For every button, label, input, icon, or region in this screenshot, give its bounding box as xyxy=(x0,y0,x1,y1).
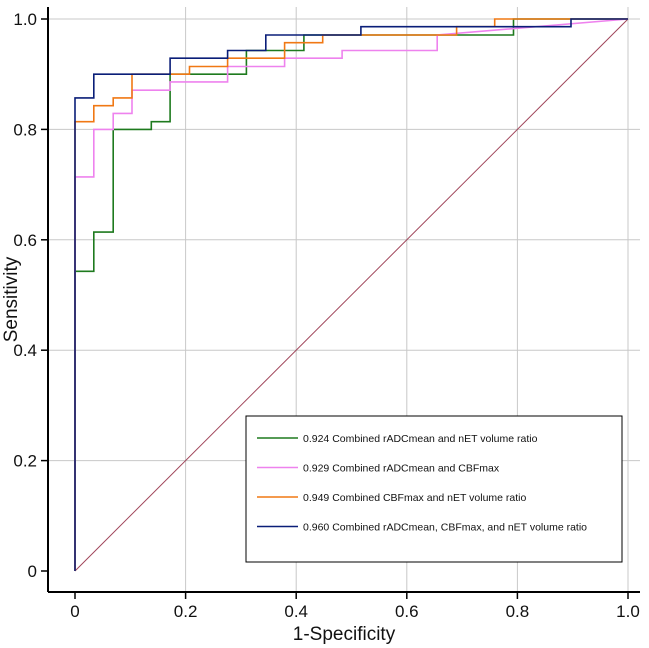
legend: 0.924 Combined rADCmean and nET volume r… xyxy=(245,415,623,563)
legend-entry-label: 0.960 Combined rADCmean, CBFmax, and nET… xyxy=(303,522,587,534)
y-tick-label: 0 xyxy=(28,562,37,581)
reference-diagonal-line xyxy=(74,18,629,572)
legend-box xyxy=(245,415,623,563)
roc-curve-series-2 xyxy=(74,18,629,571)
y-tick-label: 0.4 xyxy=(13,341,37,360)
legend-entry-label: 0.924 Combined rADCmean and nET volume r… xyxy=(303,433,538,445)
x-tick-label: 0 xyxy=(70,602,79,621)
y-tick-label: 0.2 xyxy=(13,452,37,471)
x-tick-label: 1.0 xyxy=(616,602,640,621)
x-tick-label: 0.6 xyxy=(395,602,419,621)
y-axis-title: Sensitivity xyxy=(1,256,22,342)
roc-curves xyxy=(74,18,629,571)
tick-labels: 0 0.2 0.4 0.6 0.8 1.0 0 0.2 0.4 0.6 0.8 1.0 xyxy=(13,10,639,621)
y-tick-label: 0.8 xyxy=(13,120,37,139)
roc-curve-series-4 xyxy=(74,18,628,571)
x-tick-label: 0.2 xyxy=(174,602,198,621)
roc-curve-series-3 xyxy=(74,18,628,571)
axes xyxy=(41,7,640,599)
x-axis-title: 1-Specificity xyxy=(293,624,396,645)
legend-entry-label: 0.949 Combined CBFmax and nET volume rat… xyxy=(303,492,526,504)
legend-entry-label: 0.929 Combined rADCmean and CBFmax xyxy=(303,463,500,475)
y-tick-label: 0.6 xyxy=(13,231,37,250)
x-tick-label: 0.4 xyxy=(284,602,308,621)
x-tick-label: 0.8 xyxy=(506,602,530,621)
y-tick-label: 1.0 xyxy=(13,10,37,29)
